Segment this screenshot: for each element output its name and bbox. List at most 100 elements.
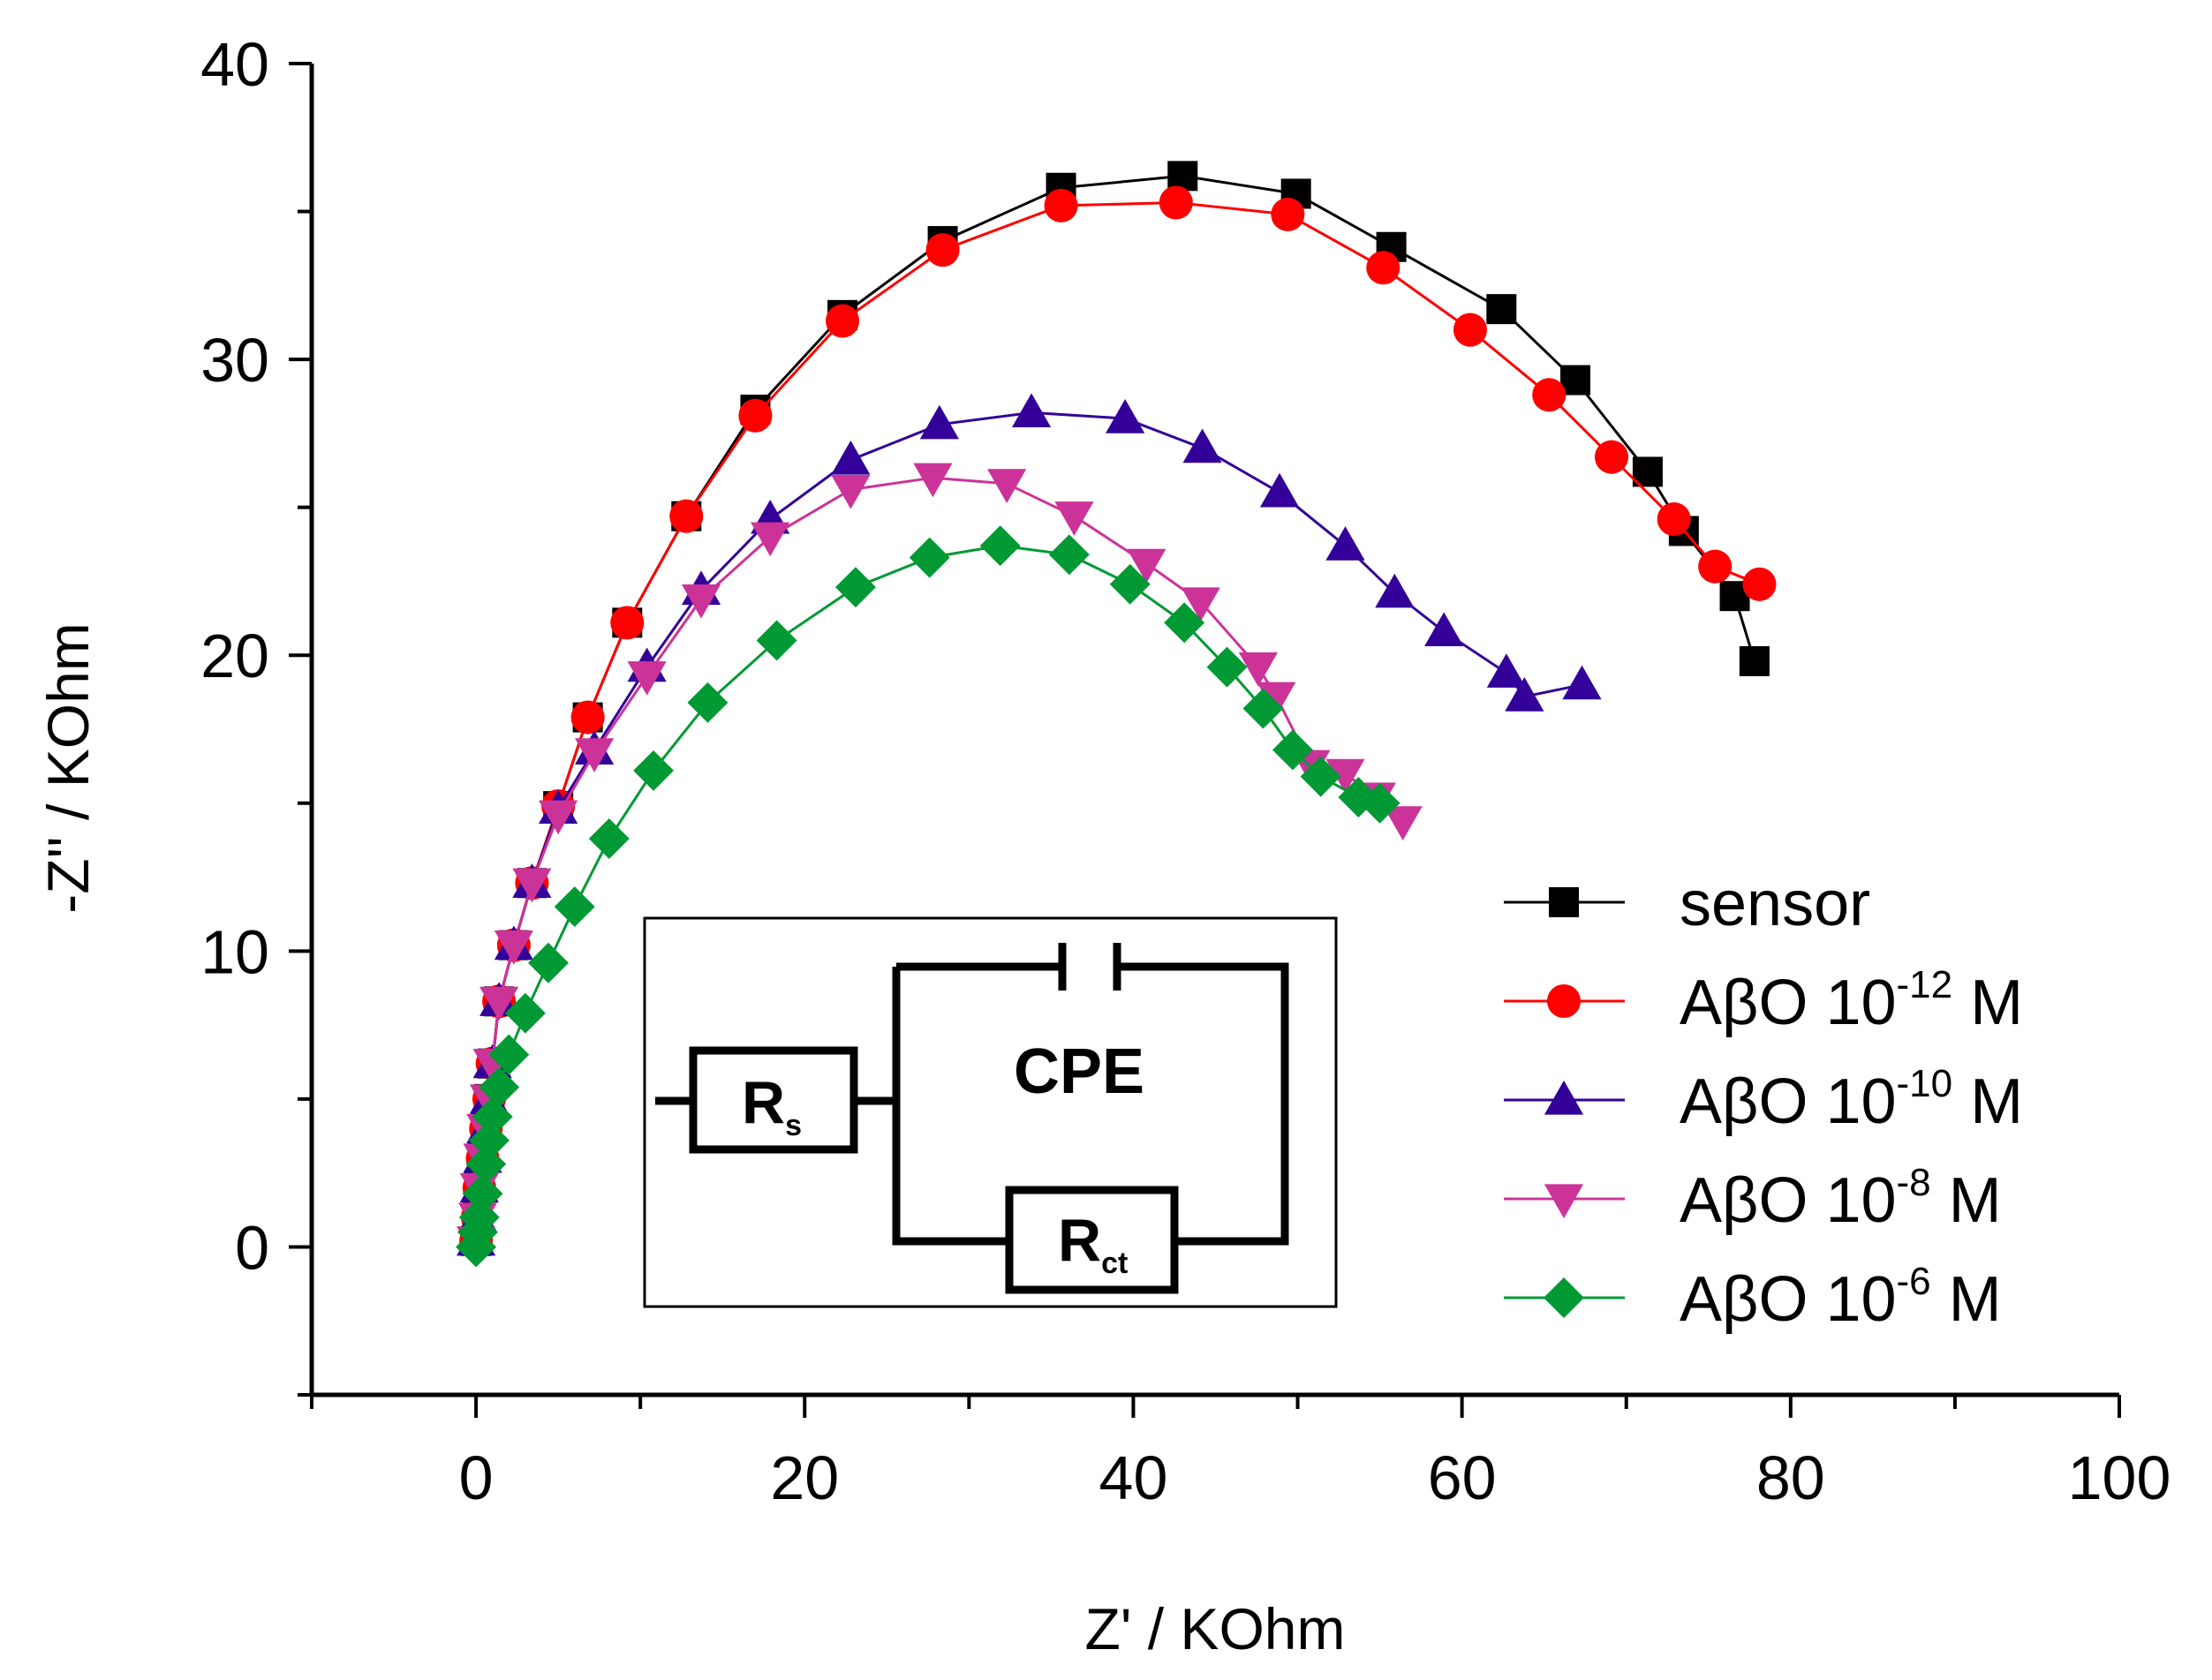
data-point [469, 1119, 510, 1161]
rct-label: Rct [1058, 1207, 1128, 1280]
data-point [1383, 806, 1423, 840]
y-tick-label: 0 [235, 1213, 269, 1282]
data-point [1259, 472, 1300, 508]
x-tick-label: 0 [459, 1443, 494, 1512]
legend-marker [1544, 1080, 1584, 1115]
axes [309, 64, 2119, 1397]
data-point [512, 868, 552, 903]
data-point [1257, 682, 1296, 717]
data-point [687, 682, 729, 723]
cpe-label: CPE [1014, 1036, 1144, 1107]
data-point [987, 469, 1027, 503]
data-point [1739, 645, 1770, 676]
data-point [826, 304, 860, 338]
data-point [1242, 688, 1284, 729]
data-point [1106, 399, 1145, 433]
legend: sensor AβO 10-12 M AβO 10-10 M AβO 10-8 M Aβ… [1504, 869, 2023, 1335]
data-point [831, 474, 871, 509]
y-tick-label: 40 [200, 30, 269, 99]
data-point [1159, 185, 1193, 220]
rs-resistor [689, 1046, 858, 1154]
data-point [681, 584, 721, 619]
legend-label: sensor [1680, 869, 1870, 939]
legend-item-1: AβO 10-12 M [1504, 963, 2023, 1038]
data-point [1325, 526, 1365, 561]
data-point [1011, 393, 1052, 428]
data-point [458, 1196, 500, 1238]
data-point [1560, 365, 1591, 396]
data-point [919, 404, 959, 440]
data-point [1300, 756, 1341, 797]
data-point [488, 1034, 530, 1075]
data-point [1127, 548, 1166, 584]
data-point [1325, 758, 1365, 794]
data-point [588, 818, 630, 859]
rs-label: Rs [742, 1069, 802, 1142]
legend-label: AβO 10-12 M [1680, 963, 2023, 1038]
x-tick-label: 40 [1099, 1443, 1168, 1512]
rct-resistor [1005, 1186, 1179, 1294]
series-4 [456, 525, 1400, 1268]
circuit-inset: Rs CPE Rct [643, 916, 1338, 1308]
data-point [1594, 440, 1629, 474]
data-point [909, 537, 950, 578]
y-axis-title: -Z'' / KOhm [35, 622, 101, 914]
data-point [1167, 161, 1198, 192]
data-point [494, 930, 533, 965]
data-point [610, 606, 645, 640]
data-point [1206, 646, 1248, 688]
data-point [751, 522, 790, 557]
data-point [528, 942, 569, 983]
data-point [738, 398, 773, 433]
data-point [1486, 653, 1526, 688]
legend-label: AβO 10-6 M [1680, 1260, 2002, 1335]
data-point [1044, 188, 1078, 222]
data-point [1742, 567, 1777, 601]
legend-item-4: AβO 10-6 M [1504, 1260, 2002, 1335]
ticks [289, 62, 2121, 1418]
data-point [1424, 612, 1464, 646]
data-point [465, 1143, 507, 1185]
x-tick-label: 20 [770, 1443, 839, 1512]
data-point [913, 463, 953, 498]
legend-item-0: sensor [1504, 869, 1870, 939]
data-point [1505, 677, 1544, 712]
legend-marker [1544, 1277, 1584, 1318]
x-axis-title: Z' / KOhm [1085, 1596, 1346, 1661]
data-point [462, 1173, 503, 1215]
tick-labels: 0 20 40 60 80 100 0 10 20 30 40 [200, 30, 2170, 1512]
data-point [1453, 313, 1487, 347]
data-point [1182, 428, 1222, 463]
data-point [1359, 782, 1400, 824]
x-tick-label: 60 [1428, 1443, 1497, 1512]
plot-series [456, 161, 1777, 1268]
data-point [1532, 378, 1567, 412]
data-point [1562, 665, 1602, 700]
legend-item-3: AβO 10-8 M [1504, 1161, 2002, 1236]
data-point [1109, 563, 1151, 605]
data-point [1054, 501, 1094, 536]
x-tick-label: 100 [2068, 1443, 2171, 1512]
data-point [1272, 729, 1313, 771]
data-point [504, 992, 546, 1034]
data-point [554, 886, 595, 928]
data-point [1366, 251, 1400, 285]
data-point [627, 661, 667, 696]
data-point [1698, 549, 1733, 584]
legend-marker [1549, 887, 1579, 917]
y-tick-label: 10 [200, 917, 269, 986]
data-point [479, 986, 519, 1021]
data-point [1271, 197, 1305, 231]
x-tick-label: 80 [1756, 1443, 1825, 1512]
data-point [1375, 573, 1415, 608]
legend-label: AβO 10-8 M [1680, 1161, 2002, 1236]
data-point [1181, 587, 1220, 622]
legend-marker [1544, 1184, 1584, 1219]
data-point [669, 499, 704, 533]
data-point [1486, 294, 1517, 325]
legend-marker [1546, 983, 1582, 1019]
legend-item-2: AβO 10-10 M [1504, 1062, 2023, 1137]
data-point [633, 750, 675, 791]
legend-label: AβO 10-10 M [1680, 1062, 2023, 1137]
